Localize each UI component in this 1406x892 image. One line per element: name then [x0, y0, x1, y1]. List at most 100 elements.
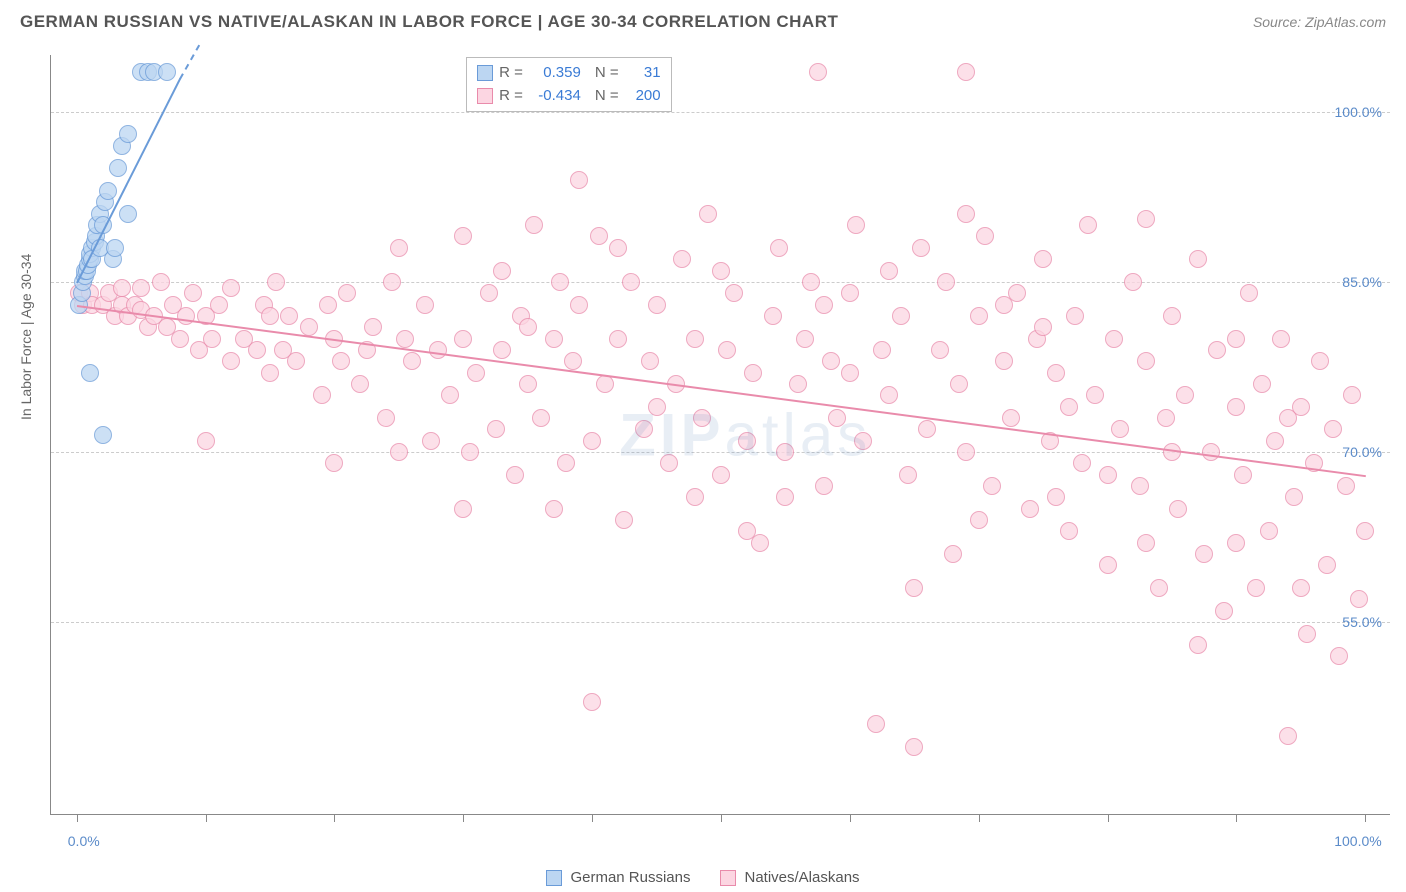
- data-point: [454, 227, 472, 245]
- scatter-chart: 55.0%70.0%85.0%100.0%R =0.359N =31R =-0.…: [50, 55, 1390, 815]
- data-point: [222, 352, 240, 370]
- data-point: [557, 454, 575, 472]
- x-tick: [592, 814, 593, 822]
- data-point: [796, 330, 814, 348]
- data-point: [880, 386, 898, 404]
- data-point: [770, 239, 788, 257]
- data-point: [519, 318, 537, 336]
- data-point: [1292, 579, 1310, 597]
- stat-n-value: 31: [625, 62, 661, 85]
- data-point: [570, 171, 588, 189]
- x-tick: [1236, 814, 1237, 822]
- data-point: [1189, 636, 1207, 654]
- data-point: [1189, 250, 1207, 268]
- data-point: [1324, 420, 1342, 438]
- data-point: [776, 488, 794, 506]
- data-point: [828, 409, 846, 427]
- data-point: [1202, 443, 1220, 461]
- data-point: [873, 341, 891, 359]
- data-point: [1240, 284, 1258, 302]
- data-point: [383, 273, 401, 291]
- data-point: [1124, 273, 1142, 291]
- data-point: [1137, 210, 1155, 228]
- data-point: [1253, 375, 1271, 393]
- data-point: [822, 352, 840, 370]
- data-point: [1060, 398, 1078, 416]
- data-point: [390, 239, 408, 257]
- legend-item: German Russians: [546, 869, 690, 886]
- data-point: [113, 279, 131, 297]
- data-point: [1350, 590, 1368, 608]
- data-point: [802, 273, 820, 291]
- data-point: [957, 443, 975, 461]
- data-point: [519, 375, 537, 393]
- data-point: [1311, 352, 1329, 370]
- data-point: [184, 284, 202, 302]
- data-point: [738, 432, 756, 450]
- data-point: [1272, 330, 1290, 348]
- data-point: [880, 262, 898, 280]
- data-point: [944, 545, 962, 563]
- data-point: [1021, 500, 1039, 518]
- data-point: [976, 227, 994, 245]
- data-point: [1227, 398, 1245, 416]
- data-point: [1111, 420, 1129, 438]
- data-point: [931, 341, 949, 359]
- data-point: [699, 205, 717, 223]
- data-point: [841, 364, 859, 382]
- data-point: [480, 284, 498, 302]
- data-point: [660, 454, 678, 472]
- x-tick-label: 0.0%: [68, 833, 100, 849]
- data-point: [937, 273, 955, 291]
- x-tick: [206, 814, 207, 822]
- data-point: [1066, 307, 1084, 325]
- data-point: [764, 307, 782, 325]
- data-point: [899, 466, 917, 484]
- data-point: [918, 420, 936, 438]
- data-point: [454, 500, 472, 518]
- data-point: [641, 352, 659, 370]
- data-point: [280, 307, 298, 325]
- data-point: [570, 296, 588, 314]
- data-point: [1279, 727, 1297, 745]
- data-point: [1195, 545, 1213, 563]
- data-point: [1034, 250, 1052, 268]
- stats-row: R =-0.434N =200: [477, 85, 661, 108]
- legend-swatch: [546, 870, 562, 886]
- legend-swatch: [477, 65, 493, 81]
- data-point: [1047, 488, 1065, 506]
- data-point: [995, 296, 1013, 314]
- data-point: [261, 307, 279, 325]
- data-point: [1079, 216, 1097, 234]
- data-point: [106, 239, 124, 257]
- data-point: [467, 364, 485, 382]
- chart-source: Source: ZipAtlas.com: [1253, 14, 1386, 30]
- data-point: [615, 511, 633, 529]
- data-point: [94, 426, 112, 444]
- data-point: [300, 318, 318, 336]
- data-point: [545, 500, 563, 518]
- data-point: [1176, 386, 1194, 404]
- data-point: [319, 296, 337, 314]
- data-point: [506, 466, 524, 484]
- data-point: [1131, 477, 1149, 495]
- data-point: [222, 279, 240, 297]
- data-point: [332, 352, 350, 370]
- stat-n-label: N =: [595, 62, 619, 85]
- data-point: [487, 420, 505, 438]
- data-point: [912, 239, 930, 257]
- x-tick: [979, 814, 980, 822]
- data-point: [809, 63, 827, 81]
- data-point: [1318, 556, 1336, 574]
- data-point: [957, 205, 975, 223]
- trend-line: [76, 78, 181, 283]
- gridline-h: [51, 112, 1390, 113]
- data-point: [686, 330, 704, 348]
- data-point: [396, 330, 414, 348]
- stat-n-label: N =: [595, 85, 619, 108]
- data-point: [609, 239, 627, 257]
- data-point: [364, 318, 382, 336]
- gridline-h: [51, 282, 1390, 283]
- data-point: [648, 398, 666, 416]
- data-point: [551, 273, 569, 291]
